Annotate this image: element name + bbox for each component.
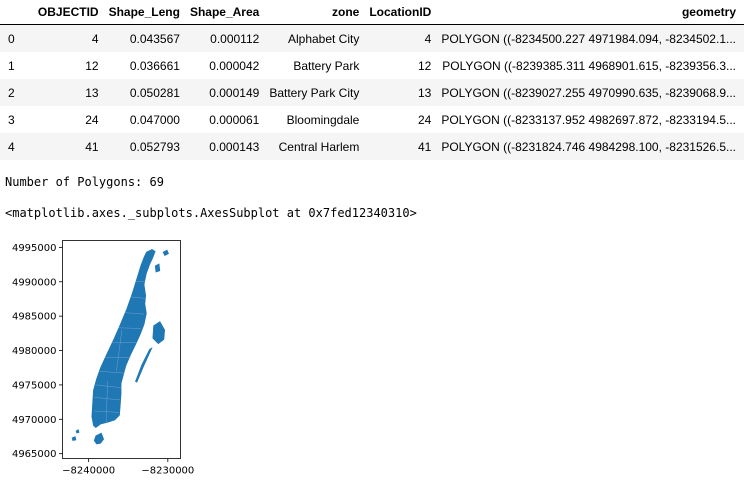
- table-row: 3 24 0.047000 0.000061 Bloomingdale 24 P…: [0, 106, 744, 133]
- table-cell: 0.000149: [209, 85, 260, 100]
- table-cell: 24: [85, 112, 99, 127]
- table-cell: 13: [85, 85, 99, 100]
- row-index: 4: [8, 139, 15, 154]
- table-cell: 0.000042: [209, 58, 260, 73]
- zone-boundary-line: [94, 397, 121, 401]
- main-island-polygon: [91, 249, 156, 428]
- axes-frame: [62, 240, 181, 459]
- table-cell: Battery Park: [293, 58, 360, 73]
- row-index: 3: [8, 112, 15, 127]
- zone-boundary-line: [99, 370, 125, 374]
- column-header: Shape_Leng: [108, 5, 180, 19]
- zone-boundary-line: [94, 410, 120, 413]
- island-polygon: [135, 347, 153, 383]
- table-cell: Battery Park City: [269, 85, 360, 100]
- table-cell: 12: [417, 58, 432, 73]
- table-row: 2 13 0.050281 0.000149 Battery Park City…: [0, 79, 744, 106]
- y-tick-label: 4975000: [12, 380, 57, 391]
- zone-boundary-line: [136, 280, 145, 283]
- borough-polygons: [71, 249, 169, 445]
- table-cell: 41: [417, 139, 432, 154]
- table-cell: 41: [85, 139, 99, 154]
- table-row: 0 4 0.043567 0.000112 Alphabet City 4 PO…: [0, 24, 744, 52]
- table-cell: POLYGON ((-8234500.227 4971984.094, -823…: [441, 31, 736, 46]
- column-header: geometry: [681, 5, 736, 19]
- column-header: zone: [332, 5, 360, 19]
- column-header: OBJECTID: [37, 5, 99, 19]
- y-tick-label: 4980000: [12, 346, 57, 357]
- table-row: 4 41 0.052793 0.000143 Central Harlem 41…: [0, 133, 744, 160]
- table-cell: 0.052793: [129, 139, 180, 154]
- table-cell: POLYGON ((-8231824.746 4984298.100, -823…: [441, 139, 736, 154]
- table-cell: POLYGON ((-8239027.255 4970990.635, -823…: [441, 85, 736, 100]
- row-index: 2: [8, 85, 15, 100]
- table-cell: POLYGON ((-8239385.311 4968901.615, -823…: [442, 58, 736, 73]
- table-row: 1 12 0.036661 0.000042 Battery Park 12 P…: [0, 52, 744, 79]
- island-polygon: [152, 321, 166, 345]
- zone-boundary-line: [116, 329, 123, 372]
- zone-boundary-line: [125, 312, 145, 315]
- island-polygon: [75, 429, 80, 434]
- table-cell: Central Harlem: [278, 139, 360, 154]
- table-cell: 4: [91, 31, 99, 46]
- zone-boundary-line: [95, 384, 122, 388]
- y-tick-label: 4990000: [12, 277, 57, 288]
- x-tick-label: −8230000: [141, 466, 194, 477]
- y-axis: 4965000 4970000 4975000 4980000 4985000 49900…: [12, 243, 63, 460]
- y-tick-label: 4965000: [12, 449, 57, 460]
- zone-boundary-line: [118, 327, 141, 329]
- table-cell: 0.043567: [129, 31, 180, 46]
- row-index: 1: [8, 58, 15, 73]
- table-cell: Bloomingdale: [286, 112, 360, 127]
- table-cell: 0.000112: [210, 31, 260, 46]
- x-axis: −8240000 −8230000: [62, 458, 194, 477]
- axes-repr-output: <matplotlib.axes._subplots.AxesSubplot a…: [5, 206, 417, 220]
- table-cell: 24: [417, 112, 432, 127]
- x-tick-label: −8240000: [62, 466, 115, 477]
- island-polygon: [162, 249, 169, 257]
- polygon-count-output: Number of Polygons: 69: [5, 175, 164, 189]
- table-cell: 4: [424, 31, 432, 46]
- table-cell: 0.000061: [209, 112, 260, 127]
- table-cell: Alphabet City: [287, 31, 360, 46]
- y-tick-label: 4970000: [12, 415, 57, 426]
- y-tick-label: 4985000: [12, 312, 57, 323]
- table-cell: POLYGON ((-8233137.952 4982697.872, -823…: [441, 112, 736, 127]
- table-cell: 0.047000: [129, 112, 180, 127]
- island-polygon: [71, 436, 77, 441]
- map-plot: 4965000 4970000 4975000 4980000 4985000 49900…: [12, 240, 194, 477]
- table-header-row: OBJECTID Shape_Leng Shape_Area zone Loca…: [0, 0, 744, 25]
- column-header: Shape_Area: [189, 5, 260, 19]
- island-polygon: [93, 432, 105, 445]
- table-cell: 0.036661: [129, 58, 180, 73]
- column-header: LocationID: [369, 5, 432, 19]
- table-cell: 0.050281: [129, 85, 180, 100]
- row-index: 0: [8, 31, 15, 46]
- index-header: [0, 0, 33, 25]
- y-tick-label: 4995000: [12, 243, 57, 254]
- table-cell: 13: [417, 85, 432, 100]
- table-cell: 0.000143: [209, 139, 260, 154]
- zone-boundary-line: [105, 381, 108, 423]
- dataframe-table: OBJECTID Shape_Leng Shape_Area zone Loca…: [0, 0, 744, 160]
- island-polygon: [154, 263, 161, 273]
- zone-boundary-line: [130, 296, 145, 299]
- table-cell: 12: [85, 58, 99, 73]
